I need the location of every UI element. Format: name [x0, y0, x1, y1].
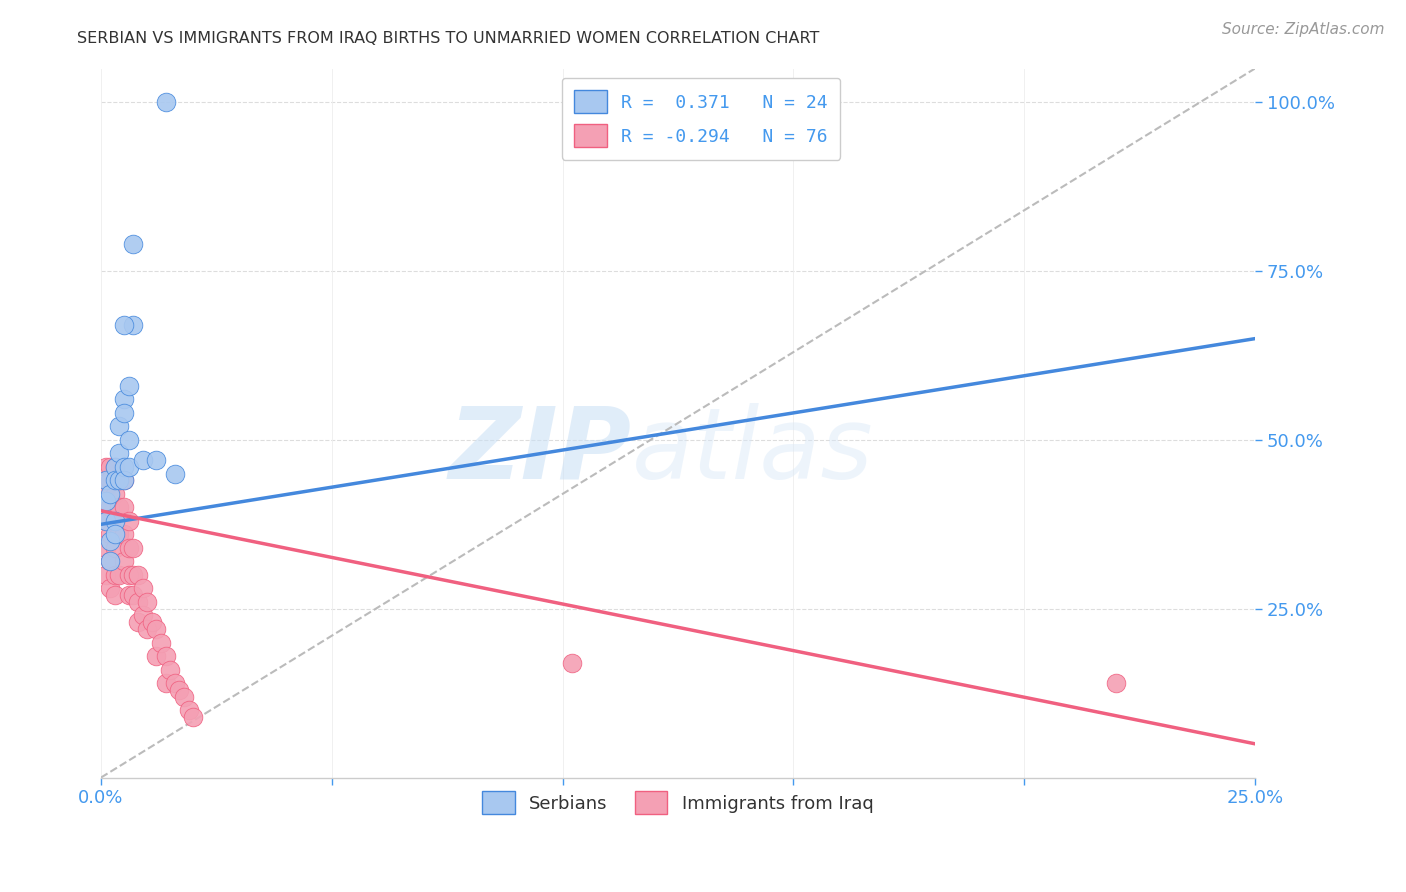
Point	[1105, 676, 1128, 690]
Point	[94, 480, 117, 494]
Point	[108, 474, 131, 488]
Point	[177, 703, 200, 717]
Point	[181, 710, 204, 724]
Point	[163, 676, 186, 690]
Point	[155, 676, 177, 690]
Point	[104, 527, 127, 541]
Point	[104, 459, 127, 474]
Point	[136, 622, 159, 636]
Point	[131, 453, 153, 467]
Point	[145, 622, 167, 636]
Point	[104, 541, 127, 555]
Y-axis label: Births to Unmarried Women: Births to Unmarried Women	[0, 307, 8, 539]
Point	[136, 595, 159, 609]
Point	[118, 588, 141, 602]
Point	[173, 690, 195, 704]
Point	[104, 459, 127, 474]
Point	[159, 663, 181, 677]
Point	[155, 648, 177, 663]
Point	[94, 541, 117, 555]
Point	[118, 459, 141, 474]
Text: SERBIAN VS IMMIGRANTS FROM IRAQ BIRTHS TO UNMARRIED WOMEN CORRELATION CHART: SERBIAN VS IMMIGRANTS FROM IRAQ BIRTHS T…	[77, 31, 820, 46]
Point	[98, 459, 121, 474]
Point	[104, 474, 127, 488]
Point	[155, 95, 177, 110]
Point	[112, 406, 135, 420]
Point	[112, 318, 135, 332]
Point	[127, 595, 149, 609]
Point	[104, 588, 127, 602]
Point	[98, 554, 121, 568]
Text: Source: ZipAtlas.com: Source: ZipAtlas.com	[1222, 22, 1385, 37]
Point	[98, 500, 121, 515]
Point	[131, 582, 153, 596]
Point	[149, 635, 172, 649]
Point	[108, 446, 131, 460]
Point	[94, 514, 117, 528]
Point	[108, 527, 131, 541]
Legend: Serbians, Immigrants from Iraq: Serbians, Immigrants from Iraq	[471, 780, 884, 825]
Point	[112, 554, 135, 568]
Point	[94, 459, 117, 474]
Point	[94, 474, 117, 488]
Point	[141, 615, 163, 630]
Point	[122, 588, 145, 602]
Point	[98, 582, 121, 596]
Point	[122, 541, 145, 555]
Point	[112, 474, 135, 488]
Point	[108, 568, 131, 582]
Point	[145, 648, 167, 663]
Point	[104, 487, 127, 501]
Point	[112, 459, 135, 474]
Point	[122, 237, 145, 252]
Point	[112, 527, 135, 541]
Text: atlas: atlas	[631, 403, 873, 500]
Point	[104, 568, 127, 582]
Point	[169, 682, 191, 697]
Point	[118, 379, 141, 393]
Point	[145, 453, 167, 467]
Point	[94, 568, 117, 582]
Point	[122, 318, 145, 332]
Point	[118, 433, 141, 447]
Point	[131, 608, 153, 623]
Point	[98, 474, 121, 488]
Point	[104, 514, 127, 528]
Point	[122, 568, 145, 582]
Point	[163, 467, 186, 481]
Point	[94, 493, 117, 508]
Point	[98, 527, 121, 541]
Point	[94, 514, 117, 528]
Point	[118, 568, 141, 582]
Point	[118, 541, 141, 555]
Point	[127, 615, 149, 630]
Point	[127, 568, 149, 582]
Point	[112, 474, 135, 488]
Text: ZIP: ZIP	[449, 403, 631, 500]
Point	[108, 419, 131, 434]
Point	[112, 500, 135, 515]
Point	[104, 514, 127, 528]
Point	[98, 554, 121, 568]
Point	[112, 392, 135, 407]
Point	[561, 656, 583, 670]
Point	[118, 514, 141, 528]
Point	[98, 487, 121, 501]
Point	[108, 500, 131, 515]
Point	[98, 534, 121, 549]
Point	[108, 474, 131, 488]
